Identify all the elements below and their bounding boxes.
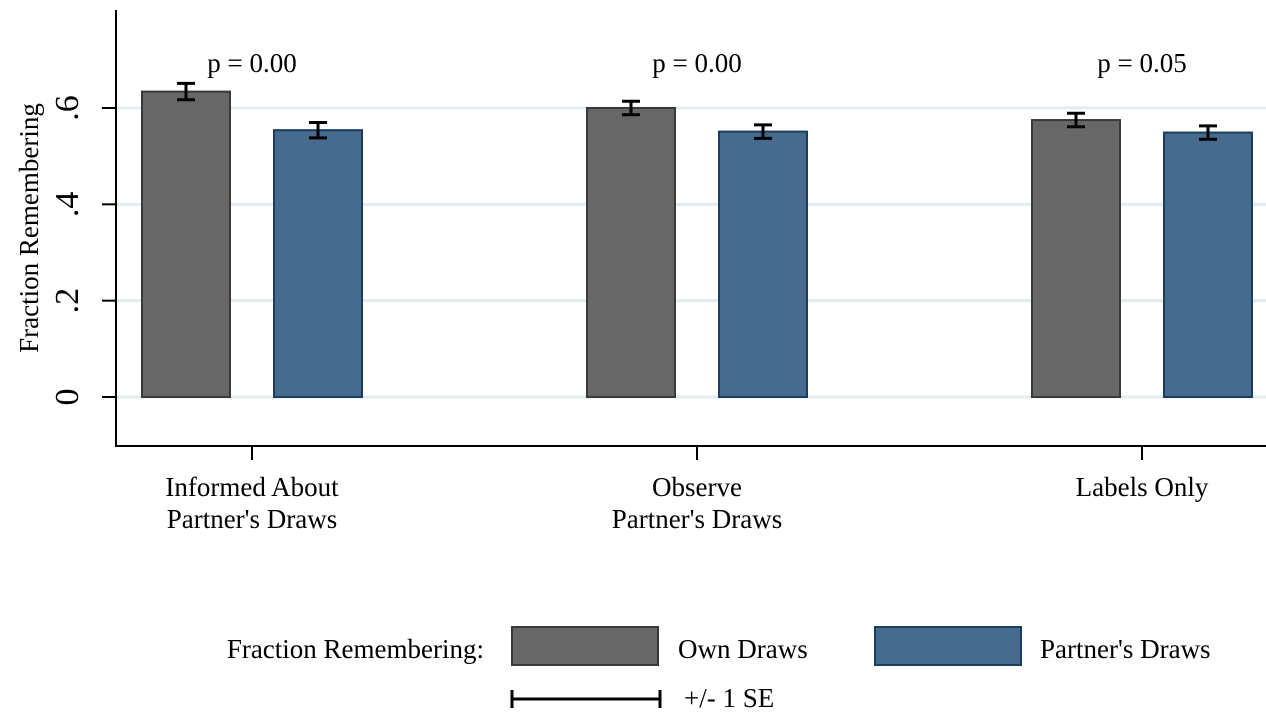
error-bar — [1199, 124, 1217, 141]
y-ticks: 0 .2 .4 .6 — [49, 95, 116, 406]
legend-errorbar-symbol — [510, 690, 662, 708]
bar — [718, 130, 808, 399]
y-axis-title: Fraction Remembering — [14, 103, 44, 353]
p-value-label: p = 0.00 — [207, 48, 296, 78]
bar — [1163, 131, 1253, 398]
p-value-label: p = 0.00 — [652, 48, 741, 78]
bar — [586, 107, 676, 398]
p-value-label: p = 0.05 — [1097, 48, 1186, 78]
y-tick-label: .4 — [49, 192, 86, 218]
error-bar — [622, 99, 640, 117]
legend: Fraction Remembering: Own Draws Partner'… — [227, 626, 1211, 713]
legend-swatch-partners-draws — [874, 626, 1022, 666]
error-bar — [177, 81, 195, 102]
x-tick-label: Informed About Partner's Draws — [165, 472, 339, 534]
y-tick-label: 0 — [49, 389, 86, 406]
legend-swatch-own-draws — [511, 626, 659, 666]
y-tick-label: .2 — [49, 288, 86, 314]
x-tick-label: Labels Only — [1076, 472, 1209, 502]
bar — [273, 129, 363, 398]
y-tick-label: .6 — [49, 95, 86, 121]
error-bar — [754, 123, 772, 140]
legend-label-own-draws: Own Draws — [678, 634, 808, 664]
p-value-annotations: p = 0.00 p = 0.00 p = 0.05 — [207, 48, 1186, 78]
x-ticks: Informed About Partner's Draws Observe Part… — [165, 446, 1209, 534]
legend-errorbar-label: +/- 1 SE — [684, 683, 774, 713]
bar — [141, 90, 231, 399]
error-bars — [177, 81, 1217, 141]
legend-label-partners-draws: Partner's Draws — [1040, 634, 1211, 664]
error-bar — [1067, 111, 1085, 129]
bar — [1031, 119, 1121, 399]
x-tick-label: Observe Partner's Draws — [612, 472, 783, 534]
legend-title: Fraction Remembering: — [227, 634, 484, 664]
bars — [141, 90, 1253, 399]
axes — [115, 10, 1266, 447]
error-bar — [309, 120, 327, 140]
